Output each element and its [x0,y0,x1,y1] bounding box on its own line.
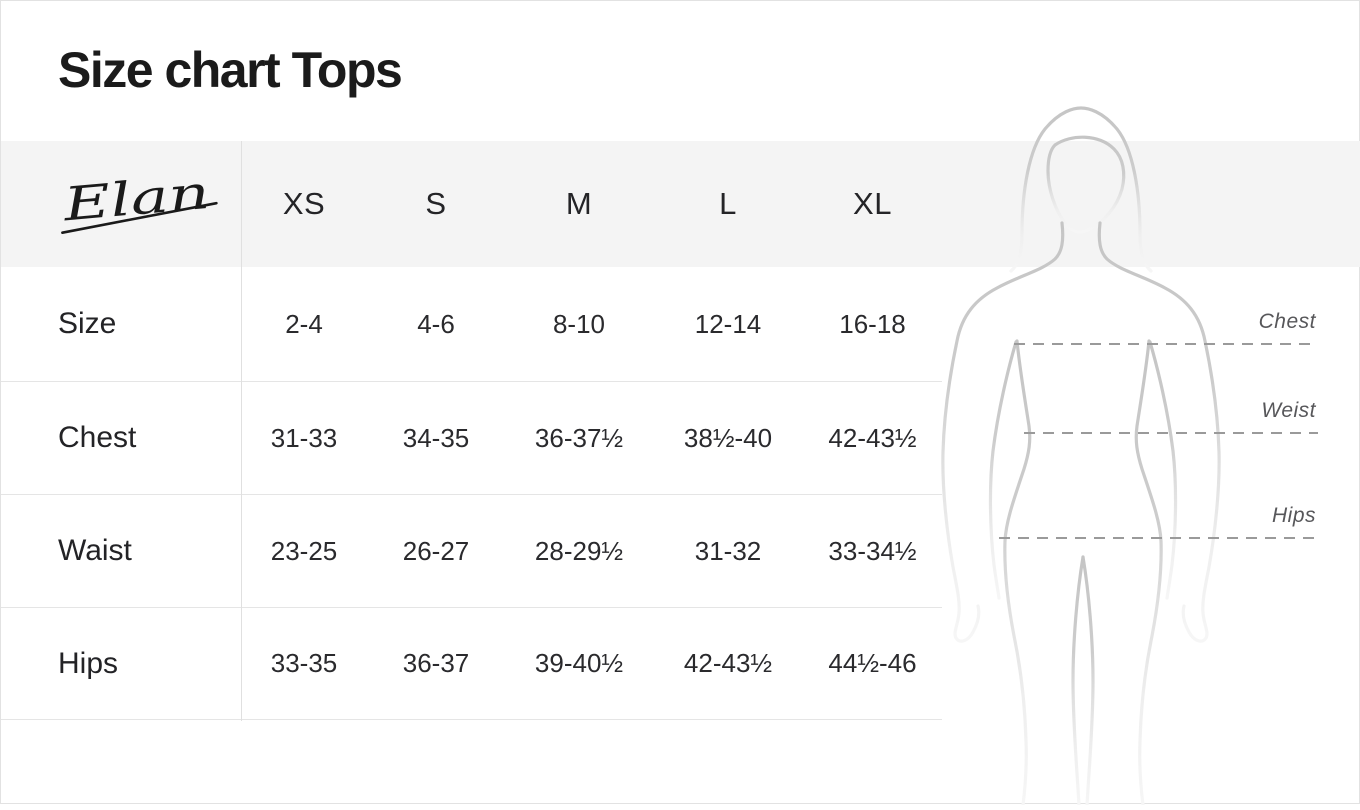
size-value-cell: 36-37 [402,648,470,678]
hair-outline [1009,106,1153,273]
size-value-cell: 31-32 [694,535,762,566]
table-row-waist: Waist 23-25 26-27 28-29½ 31-32 33-34½ [1,495,942,608]
column-header-s: S [425,186,447,221]
female-figure-illustration [941,106,1318,807]
table-row-hips: Hips 33-35 36-37 39-40½ 42-43½ 44½-46 [1,608,942,720]
page-title: Size chart Tops [58,42,403,98]
brand-logo: Elan [1,164,241,241]
table-row-chest: Chest 31-33 34-35 36-37½ 38½-40 42-43½ [1,382,942,495]
size-value-cell: 34-35 [402,422,470,453]
column-header-l: L [719,186,737,221]
size-value-cell: 42-43½ [683,648,773,678]
table-row-size: Size 2-4 4-6 8-10 12-14 16-18 [1,267,942,382]
right-inner-arm-line [1148,340,1178,600]
size-value-cell: 4-6 [417,308,455,339]
left-inner-arm-line [988,340,1018,600]
size-value-cell: 33-34½ [828,535,917,566]
face-outline [1046,135,1126,234]
column-header-m: M [565,186,593,221]
brand-logo-underline [61,201,218,234]
size-value-cell: 31-33 [270,422,338,453]
size-value-cell: 33-35 [270,648,338,678]
size-value-cell: 42-43½ [828,422,917,453]
left-inner-leg-line [1071,555,1085,807]
size-value-cell: 44½-46 [828,648,917,678]
row-label: Waist [58,534,132,567]
brand-logo-text: Elan [60,168,212,231]
right-torso-leg-line [1134,339,1163,807]
size-value-cell: 12-14 [694,308,762,339]
size-value-cell: 26-27 [402,535,470,566]
size-value-cell: 2-4 [285,308,323,339]
row-label: Hips [58,646,119,680]
measure-label-hips: Hips [1271,504,1316,527]
measure-label-weist: Weist [1261,399,1316,422]
left-torso-leg-line [1003,339,1032,807]
column-header-xs: XS [282,186,326,221]
size-table: Elan XS S M L XL Size 2-4 4-6 8-10 12-14 16-18 Che… [1,141,942,720]
size-value-cell: 39-40½ [534,648,624,678]
size-value-cell: 16-18 [839,308,906,339]
size-value-cell: 28-29½ [534,535,624,566]
measure-label-chest: Chest [1258,310,1316,333]
table-header-row: Elan XS S M L XL [1,141,942,267]
right-inner-leg-line [1081,555,1095,807]
right-arm-outline [1097,221,1221,643]
row-label: Size [58,307,117,340]
size-value-cell: 36-37½ [534,422,624,453]
row-label: Chest [58,421,137,454]
size-value-cell: 23-25 [270,535,338,566]
body-silhouette [931,101,1360,807]
size-value-cell: 38½-40 [683,422,773,453]
brand-logo-signature: Elan [60,164,218,234]
left-arm-outline [941,221,1065,643]
table-body: Size 2-4 4-6 8-10 12-14 16-18 Chest 31-33 34-35 3… [1,267,942,720]
size-value-cell: 8-10 [552,308,606,339]
column-header-xl: XL [853,186,892,221]
table-vertical-divider [241,141,242,721]
